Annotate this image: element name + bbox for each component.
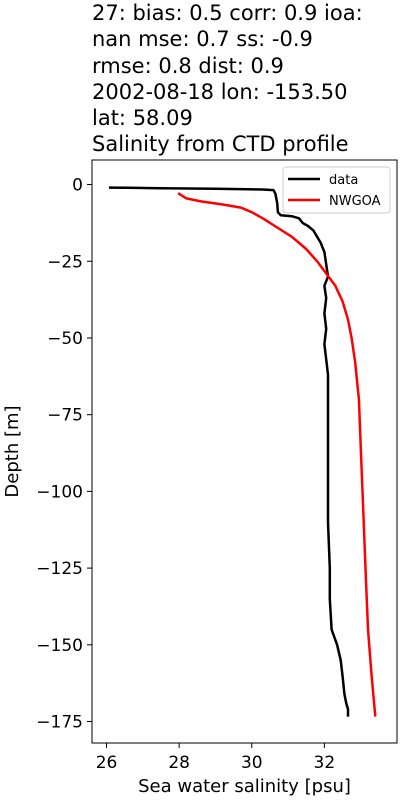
x-tick-label: 28	[168, 753, 190, 773]
legend-label-nwgoa: NWGOA	[329, 194, 381, 209]
title-line-3: rmse: 0.8 dist: 0.9	[92, 53, 284, 78]
title-line-1: 27: bias: 0.5 corr: 0.9 ioa:	[92, 1, 363, 25]
x-tick-label: 26	[96, 753, 118, 773]
title-line-5: lat: 58.09	[92, 106, 193, 131]
x-axis-ticks: 26 28 30 32	[96, 743, 335, 773]
title-line-2: nan mse: 0.7 ss: -0.9	[92, 27, 313, 52]
y-tick-label: −75	[47, 406, 83, 426]
chart-title: 27: bias: 0.5 corr: 0.9 ioa: nan mse: 0.…	[92, 0, 398, 158]
legend-label-data: data	[329, 173, 358, 188]
y-tick-label: −100	[36, 482, 83, 502]
legend: data NWGOA	[282, 166, 391, 214]
x-axis-label: Sea water salinity [psu]	[138, 776, 351, 797]
title-line-4: 2002-08-18 lon: -153.50	[92, 79, 348, 104]
y-tick-label: −125	[36, 559, 83, 579]
title-line-6: Salinity from CTD profile	[92, 132, 349, 157]
series-line-data	[108, 186, 350, 717]
y-tick-label: −50	[47, 329, 83, 349]
y-axis-label: Depth [m]	[2, 405, 23, 497]
plot-frame	[91, 159, 398, 744]
x-tick-label: 32	[314, 753, 336, 773]
x-tick-label: 30	[241, 753, 263, 773]
plot-lines	[108, 186, 377, 717]
y-axis-ticks: 0 −25 −50 −75 −100 −125 −150 −175	[36, 176, 92, 733]
y-tick-label: −175	[36, 713, 83, 733]
series-line-nwgoa	[177, 192, 377, 717]
y-tick-label: 0	[72, 176, 83, 196]
y-tick-label: −25	[47, 252, 83, 272]
y-tick-label: −150	[36, 636, 83, 656]
